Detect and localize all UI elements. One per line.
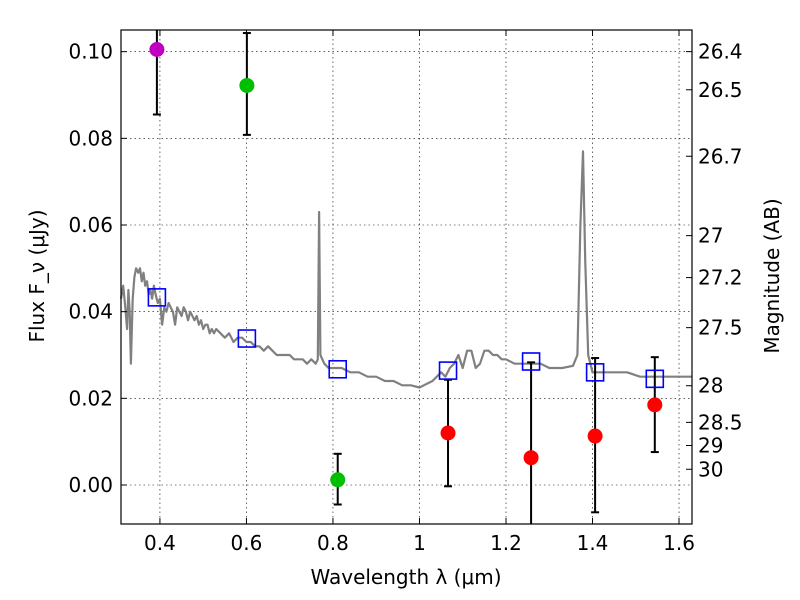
model-spectrum-line <box>119 150 692 389</box>
grid <box>121 30 692 524</box>
x-tick-label: 0.6 <box>231 531 263 555</box>
model-square-marker <box>521 352 541 371</box>
y2-tick-label: 30 <box>698 457 723 481</box>
y-tick-label: 0.04 <box>68 300 113 324</box>
y2-tick-label: 27.5 <box>698 316 743 340</box>
data-points-layer <box>149 42 663 488</box>
detection-magenta-point <box>149 42 165 57</box>
y-tick-label: 0.02 <box>68 386 113 410</box>
model-square-marker <box>585 363 605 382</box>
y-tick-label: 0.10 <box>68 40 113 64</box>
model-square-marker <box>438 361 458 380</box>
x-tick-label: 1 <box>413 531 426 555</box>
y2-tick-label: 28.5 <box>698 410 743 434</box>
y-axis-label: Flux F_ν (μJy) <box>25 209 49 342</box>
model-square-marker <box>147 288 167 307</box>
ticks-layer: 0.4 0.6 0.8 1 1.2 1.4 1.6 0.00 0.02 0.04 0.06 0.08 0… <box>68 30 743 555</box>
model-spectrum-layer <box>119 150 692 389</box>
plot-frame <box>120 29 693 525</box>
y2-tick-label: 26.5 <box>698 78 743 102</box>
y2-tick-label: 29 <box>698 433 723 457</box>
x-tick-label: 0.8 <box>317 531 349 555</box>
x-tick-label: 1.2 <box>490 531 522 555</box>
detections-red-point <box>587 428 603 444</box>
model-squares-layer <box>147 288 665 389</box>
detections-green-point <box>330 472 346 488</box>
x-tick-label: 1.4 <box>577 531 609 555</box>
y2-tick-label: 28 <box>698 374 723 398</box>
model-square-marker <box>645 369 665 389</box>
y2-tick-label: 27 <box>698 224 723 248</box>
y2-tick-label: 26.7 <box>698 144 743 168</box>
y-tick-label: 0.06 <box>68 213 113 237</box>
errorbars-layer <box>152 30 659 524</box>
detections-red-point <box>440 425 456 441</box>
y-tick-label: 0.00 <box>68 473 113 497</box>
detections-red-point <box>647 397 663 413</box>
y2-tick-label: 27.2 <box>698 266 743 290</box>
model-square-marker <box>237 329 257 348</box>
x-tick-label: 1.6 <box>663 531 695 555</box>
y2-tick-label: 26.4 <box>698 40 743 64</box>
detections-red-point <box>523 450 539 466</box>
y-tick-label: 0.08 <box>68 126 113 150</box>
y2-axis-label: Magnitude (AB) <box>760 198 784 353</box>
x-tick-label: 0.4 <box>144 531 176 555</box>
x-axis-label: Wavelength λ (μm) <box>310 565 501 589</box>
detections-green-point <box>239 77 255 93</box>
model-square-marker <box>328 359 348 379</box>
